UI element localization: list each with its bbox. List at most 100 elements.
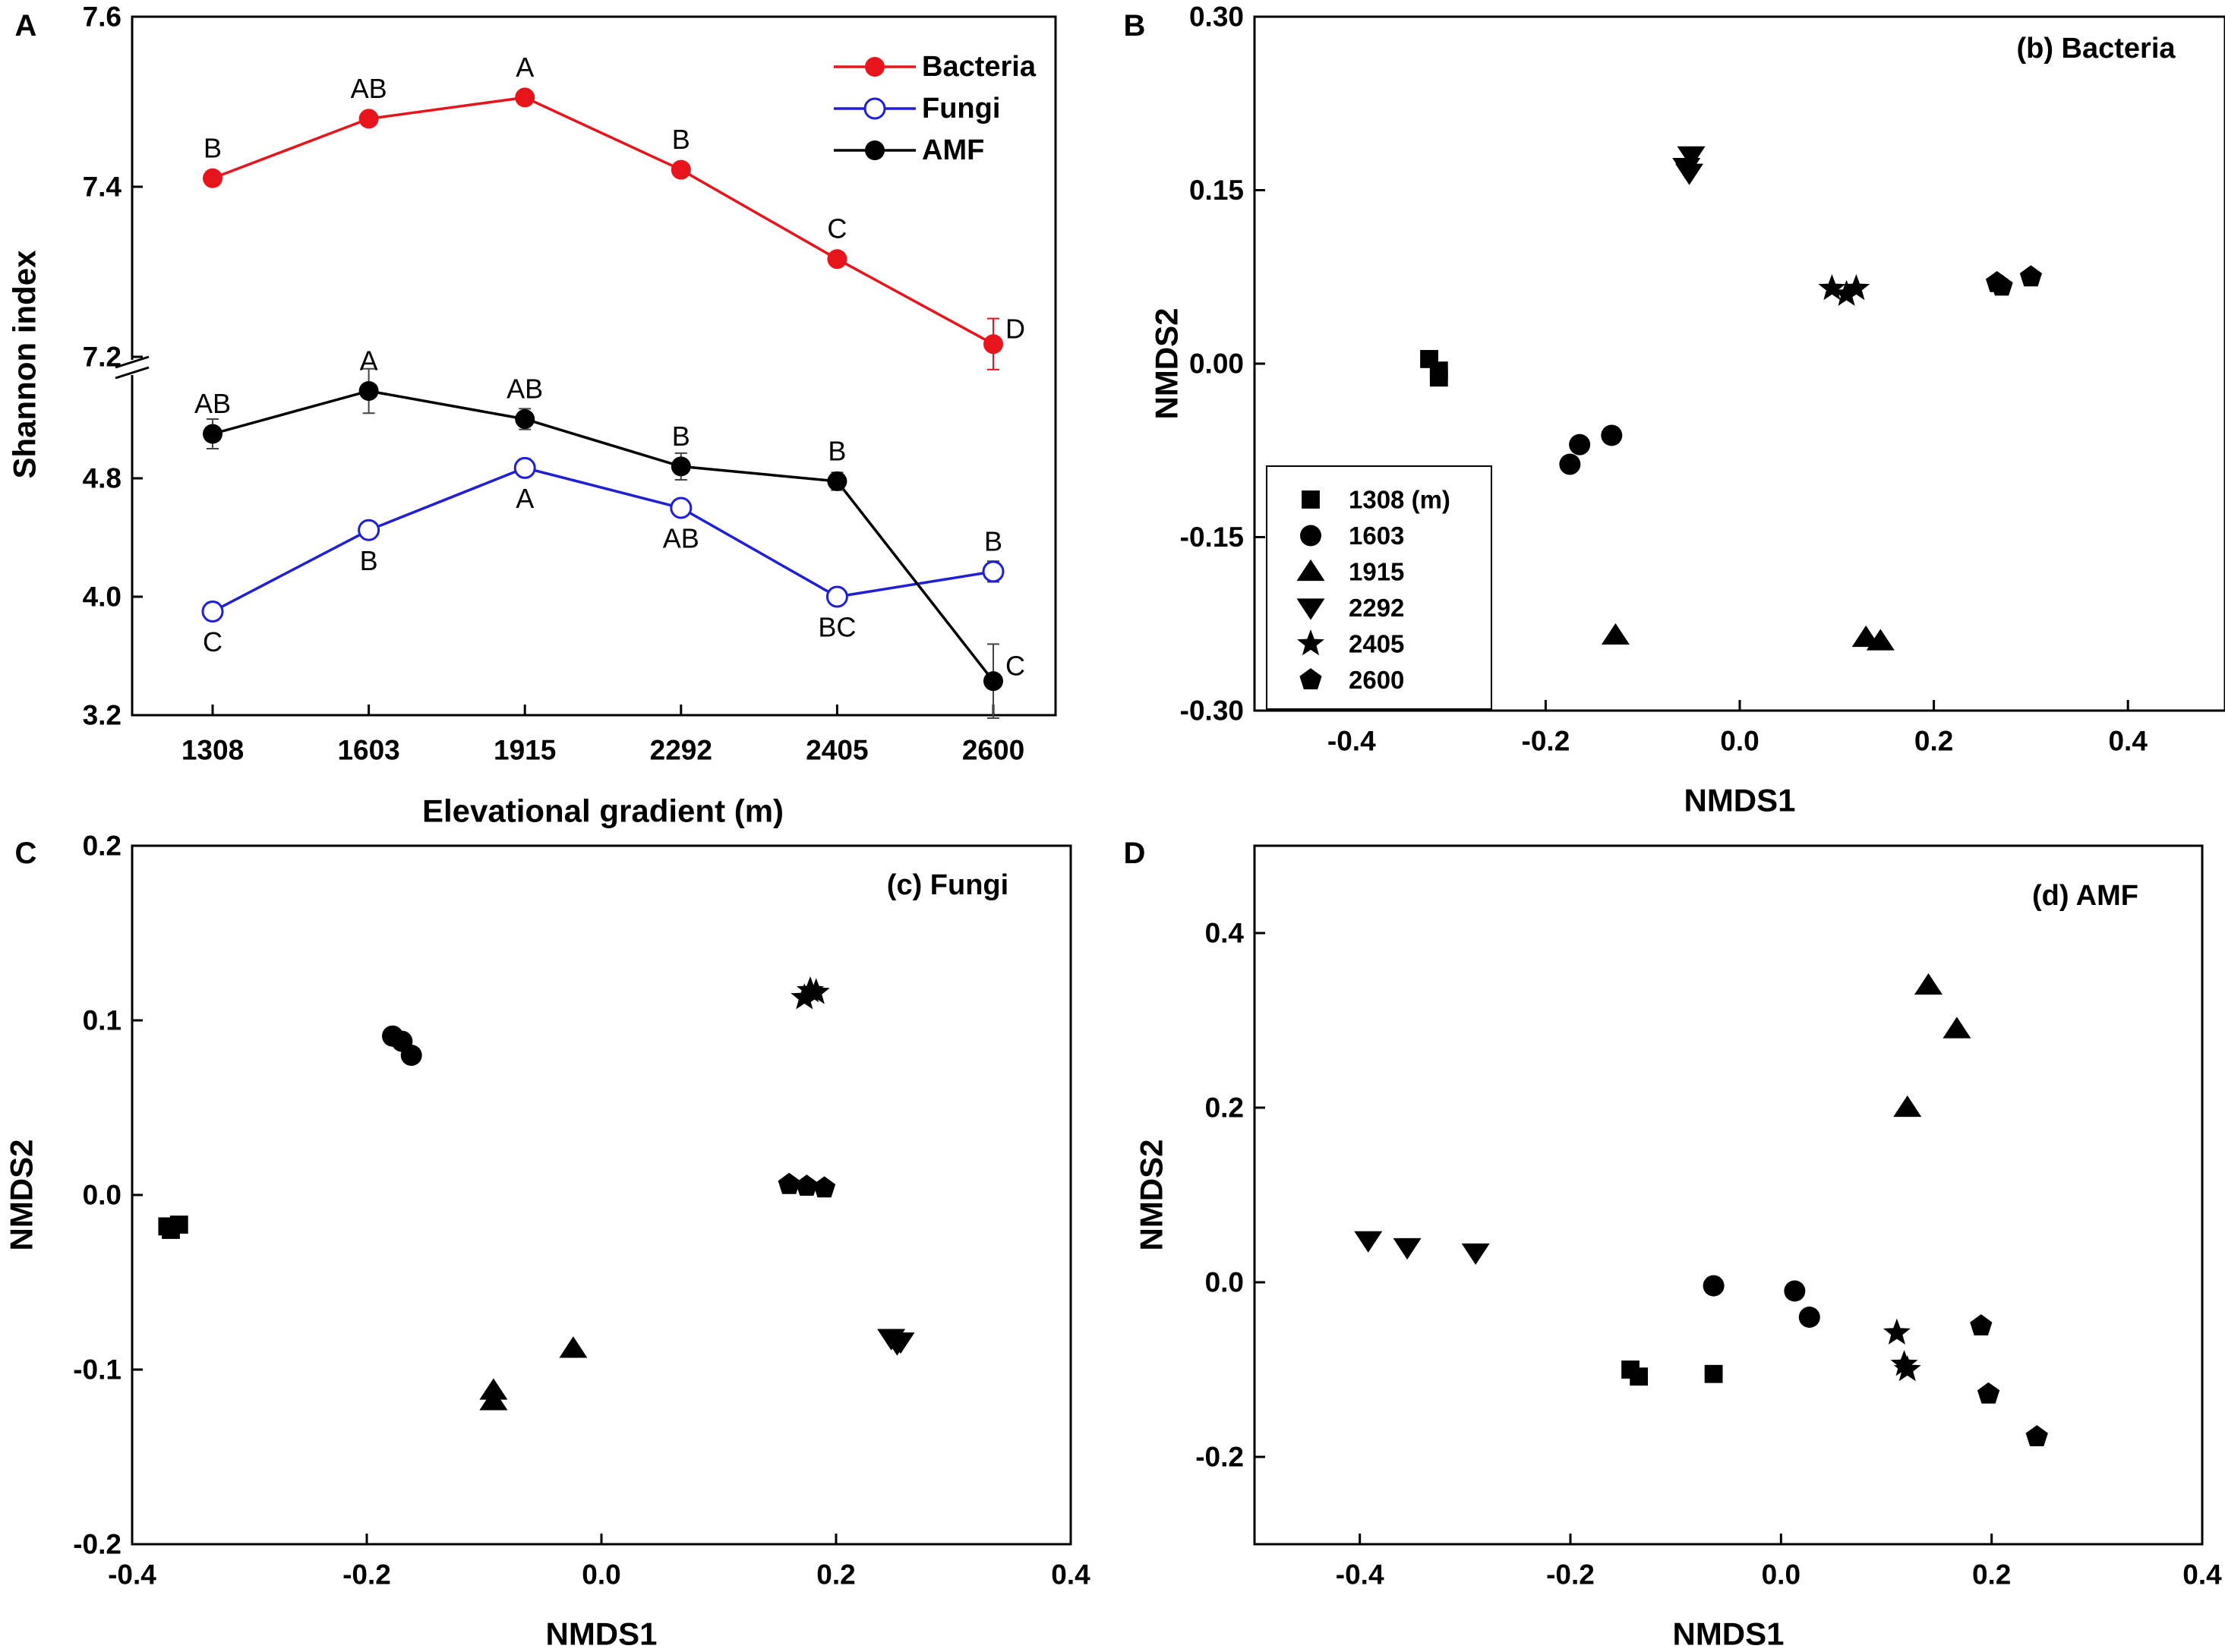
panel-title: (d) AMF xyxy=(2032,880,2138,912)
group-1308 xyxy=(158,1215,188,1239)
y-tick-label: 0.4 xyxy=(1205,918,1245,949)
point-triangle-down xyxy=(1354,1231,1383,1253)
significance-letter: B xyxy=(672,421,690,452)
group-1915 xyxy=(479,1336,588,1411)
point-square xyxy=(1704,1364,1723,1383)
point-circle xyxy=(1569,433,1591,456)
y-tick-label: 0.2 xyxy=(1205,1092,1244,1124)
legend-label: 2405 xyxy=(1349,630,1404,658)
point-pentagon xyxy=(778,1172,800,1194)
significance-letter: B xyxy=(360,545,378,576)
series-line-amf xyxy=(212,389,995,683)
legend-label: 1915 xyxy=(1349,558,1404,586)
significance-letter: B xyxy=(984,525,1002,556)
x-tick-label: 0.2 xyxy=(1972,1559,2011,1591)
significance-letter: AB xyxy=(194,388,231,419)
point-triangle-up xyxy=(1893,1095,1922,1118)
axis-break-mark xyxy=(115,366,150,380)
group-2292 xyxy=(1672,146,1706,185)
point-triangle-up xyxy=(1601,623,1630,645)
significance-letter: B xyxy=(672,124,690,155)
significance-letter: AB xyxy=(507,374,543,405)
point-pentagon xyxy=(1970,1314,1993,1335)
series-fungi: C B A AB BC B xyxy=(201,456,1005,657)
group-2405 xyxy=(1818,274,1870,306)
legend-marker-pentagon xyxy=(1299,668,1322,689)
x-tick-label: -0.4 xyxy=(108,1559,156,1591)
point-triangle-up xyxy=(1866,629,1895,651)
group-1603 xyxy=(1559,424,1623,475)
y-tick-label-4.0: 4.0 xyxy=(83,582,122,613)
point-star xyxy=(1883,1318,1911,1345)
panel-c-nmds-chart: C-0.4 -0.2 0.0 0.2 0.4-0.2-0.10.00.10.2NMDS1… xyxy=(4,831,1091,1652)
y-tick-label: 0.1 xyxy=(83,1005,122,1036)
x-tick-label: 0.4 xyxy=(1051,1559,1090,1591)
point-triangle-down xyxy=(1393,1237,1422,1260)
point-triangle-up xyxy=(1943,1017,1971,1039)
group-1603 xyxy=(381,1025,422,1066)
y-axis-label: NMDS2 xyxy=(1134,1139,1169,1250)
point-square xyxy=(162,1221,180,1239)
point-triangle-down xyxy=(886,1332,915,1354)
axis-break-mark xyxy=(115,355,150,369)
group-2405 xyxy=(1883,1318,1921,1382)
point-pentagon xyxy=(1977,1382,2000,1404)
x-axis-label: Elevational gradient (m) xyxy=(422,793,784,829)
group-2292 xyxy=(877,1329,915,1356)
data-point-fungi xyxy=(201,601,224,623)
significance-letter: AB xyxy=(351,73,387,104)
data-point-bacteria xyxy=(203,168,222,188)
panel-c-letter: C xyxy=(15,837,37,870)
legend-b: 1308 (m) 1603 1915 2292 2405 2600 xyxy=(1266,465,1492,710)
point-triangle-down xyxy=(1461,1243,1490,1265)
x-axis-label: NMDS1 xyxy=(1672,1616,1784,1652)
y-tick-label: -0.1 xyxy=(73,1354,122,1386)
y-tick-label: -0.2 xyxy=(73,1529,122,1560)
panel-b-nmds-chart: B -0.4 -0.2 0.0 0.2 0.4 -0.30 -0.15 0.00 0.15 0.30… xyxy=(1124,2,2225,818)
point-circle xyxy=(1703,1275,1725,1297)
panel-b-letter: B xyxy=(1124,9,1146,43)
legend-label: 1603 xyxy=(1349,522,1404,550)
legend-marker-star xyxy=(1297,629,1324,656)
point-triangle-up xyxy=(559,1336,588,1358)
data-point-amf xyxy=(983,671,1003,692)
legend-label: 1308 (m) xyxy=(1349,486,1450,514)
legend-marker-circle xyxy=(1300,525,1321,547)
data-point-amf xyxy=(671,456,691,477)
y-tick-label: -0.15 xyxy=(1180,522,1244,553)
legend-marker-triangle-down xyxy=(1296,598,1325,620)
point-pentagon xyxy=(813,1176,836,1198)
significance-letter: D xyxy=(1005,314,1025,345)
data-point-amf xyxy=(203,424,222,444)
data-point-bacteria xyxy=(671,159,691,180)
x-tick-label-2292: 2292 xyxy=(650,735,712,766)
x-axis-label: NMDS1 xyxy=(545,1616,657,1652)
group-2600 xyxy=(1986,265,2042,296)
panel-a-frame xyxy=(131,15,1057,717)
point-circle xyxy=(1784,1280,1806,1302)
y-tick-label: -0.2 xyxy=(1195,1442,1244,1473)
x-tick-label: -0.4 xyxy=(1327,726,1376,757)
data-point-fungi xyxy=(982,560,1005,583)
point-star xyxy=(1818,274,1846,301)
x-tick-label: 0.0 xyxy=(582,1559,620,1591)
significance-letter: C xyxy=(203,626,222,657)
y-tick-label-7.2: 7.2 xyxy=(83,342,122,373)
panel-d-nmds-chart: D -0.4 -0.2 0.0 0.2 0.4 -0.2 0.0 0.2 0.4 NMDS1 NMDS… xyxy=(1124,837,2223,1652)
significance-letter: C xyxy=(1005,651,1025,682)
panel-a-letter: A xyxy=(15,9,37,43)
data-point-fungi xyxy=(670,497,693,519)
y-axis-label: NMDS2 xyxy=(1149,307,1185,419)
data-point-bacteria xyxy=(827,249,847,270)
legend-marker xyxy=(865,57,885,77)
point-star xyxy=(1893,1355,1921,1382)
significance-letter: AB xyxy=(663,523,699,554)
point-pentagon xyxy=(2019,265,2042,287)
x-axis-label: NMDS1 xyxy=(1684,783,1795,818)
x-tick-label: 0.4 xyxy=(2182,1559,2222,1591)
data-point-amf xyxy=(515,409,535,429)
x-tick-label: -0.4 xyxy=(1336,1559,1384,1591)
